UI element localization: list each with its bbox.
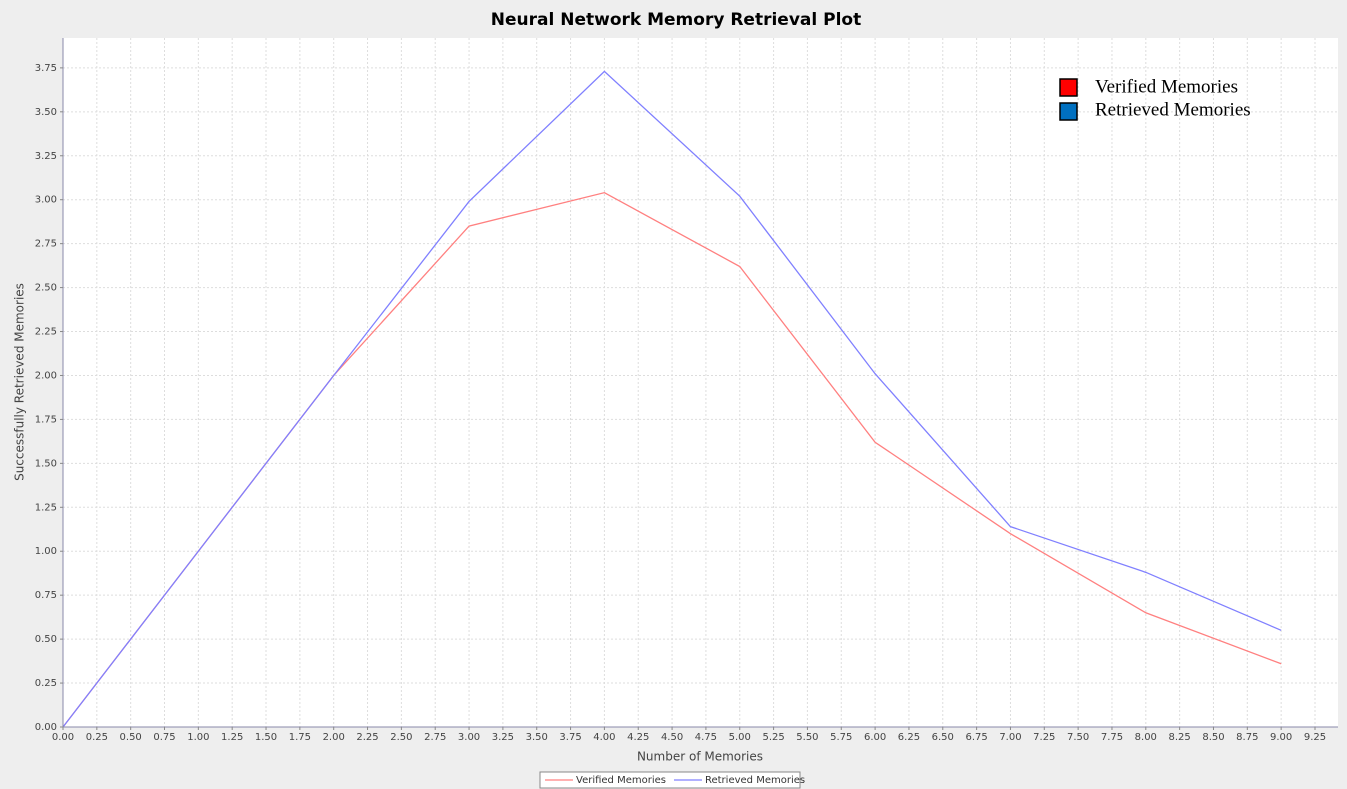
plot-area — [63, 38, 1338, 727]
y-tick-label: 1.25 — [35, 502, 57, 513]
x-tick-label: 8.50 — [1202, 732, 1224, 743]
x-tick-label: 7.50 — [1067, 732, 1089, 743]
y-tick-label: 2.00 — [35, 370, 57, 381]
legend-label: Verified Memories — [576, 775, 666, 786]
x-tick-label: 7.00 — [999, 732, 1021, 743]
x-tick-label: 4.00 — [593, 732, 615, 743]
legend-label: Retrieved Memories — [1095, 99, 1251, 120]
y-tick-label: 0.75 — [35, 590, 57, 601]
y-tick-label: 1.00 — [35, 546, 57, 557]
y-tick-label: 2.75 — [35, 239, 57, 250]
x-tick-label: 1.25 — [221, 732, 243, 743]
legend-label: Verified Memories — [1095, 76, 1238, 97]
x-tick-label: 1.50 — [255, 732, 277, 743]
x-tick-label: 6.75 — [965, 732, 987, 743]
x-axis-label: Number of Memories — [637, 750, 763, 764]
overlay-legend: Verified Memories Retrieved Memories — [1059, 76, 1251, 121]
x-tick-label: 6.00 — [864, 732, 886, 743]
x-tick-label: 7.25 — [1033, 732, 1055, 743]
legend-box — [539, 771, 801, 789]
x-tick-label: 2.00 — [323, 732, 345, 743]
y-axis-label: Successfully Retrieved Memories — [13, 283, 27, 481]
y-tick-label: 0.25 — [35, 678, 57, 689]
x-tick-label: 6.50 — [932, 732, 954, 743]
x-tick-label: 0.25 — [86, 732, 108, 743]
x-tick-label: 3.25 — [492, 732, 514, 743]
x-tick-label: 4.75 — [695, 732, 717, 743]
legend-swatch — [1059, 78, 1078, 97]
y-tick-label: 3.00 — [35, 195, 57, 206]
chart-title: Neural Network Memory Retrieval Plot — [491, 10, 861, 30]
x-tick-label: 6.25 — [898, 732, 920, 743]
series-line — [62, 70, 1282, 728]
y-tick-label: 0.50 — [35, 634, 57, 645]
x-tick-label: 2.50 — [390, 732, 412, 743]
x-tick-label: 4.25 — [627, 732, 649, 743]
x-tick-label: 2.75 — [424, 732, 446, 743]
y-tick-label: 3.25 — [35, 151, 57, 162]
legend-label: Retrieved Memories — [705, 775, 805, 786]
y-tick-label: 1.50 — [35, 458, 57, 469]
y-tick-label: 2.25 — [35, 327, 57, 338]
x-tick-label: 3.50 — [526, 732, 548, 743]
x-tick-label: 5.75 — [830, 732, 852, 743]
x-tick-label: 8.75 — [1236, 732, 1258, 743]
x-tick-label: 0.50 — [120, 732, 142, 743]
legend-swatch — [1059, 102, 1078, 121]
x-tick-label: 8.00 — [1135, 732, 1157, 743]
x-tick-label: 5.25 — [762, 732, 784, 743]
x-tick-label: 3.75 — [559, 732, 581, 743]
x-tick-label: 7.75 — [1101, 732, 1123, 743]
lines — [62, 70, 1282, 728]
y-tick-label: 1.75 — [35, 414, 57, 425]
x-tick-label: 9.25 — [1304, 732, 1326, 743]
y-tick-label: 2.50 — [35, 283, 57, 294]
legend: Verified Memories Retrieved Memories — [539, 771, 805, 789]
x-tick-label: 2.25 — [356, 732, 378, 743]
grid — [62, 38, 1338, 728]
x-tick-label: 0.75 — [153, 732, 175, 743]
x-tick-label: 3.00 — [458, 732, 480, 743]
x-tick-label: 1.75 — [289, 732, 311, 743]
x-tick-label: 8.25 — [1169, 732, 1191, 743]
y-tick-label: 3.75 — [35, 63, 57, 74]
y-tick-label: 0.00 — [35, 722, 57, 733]
y-tick-label: 3.50 — [35, 107, 57, 118]
x-tick-label: 5.00 — [729, 732, 751, 743]
x-tick-label: 4.50 — [661, 732, 683, 743]
x-tick-label: 0.00 — [52, 732, 74, 743]
x-tick-label: 1.00 — [187, 732, 209, 743]
x-tick-label: 9.00 — [1270, 732, 1292, 743]
x-tick-label: 5.50 — [796, 732, 818, 743]
